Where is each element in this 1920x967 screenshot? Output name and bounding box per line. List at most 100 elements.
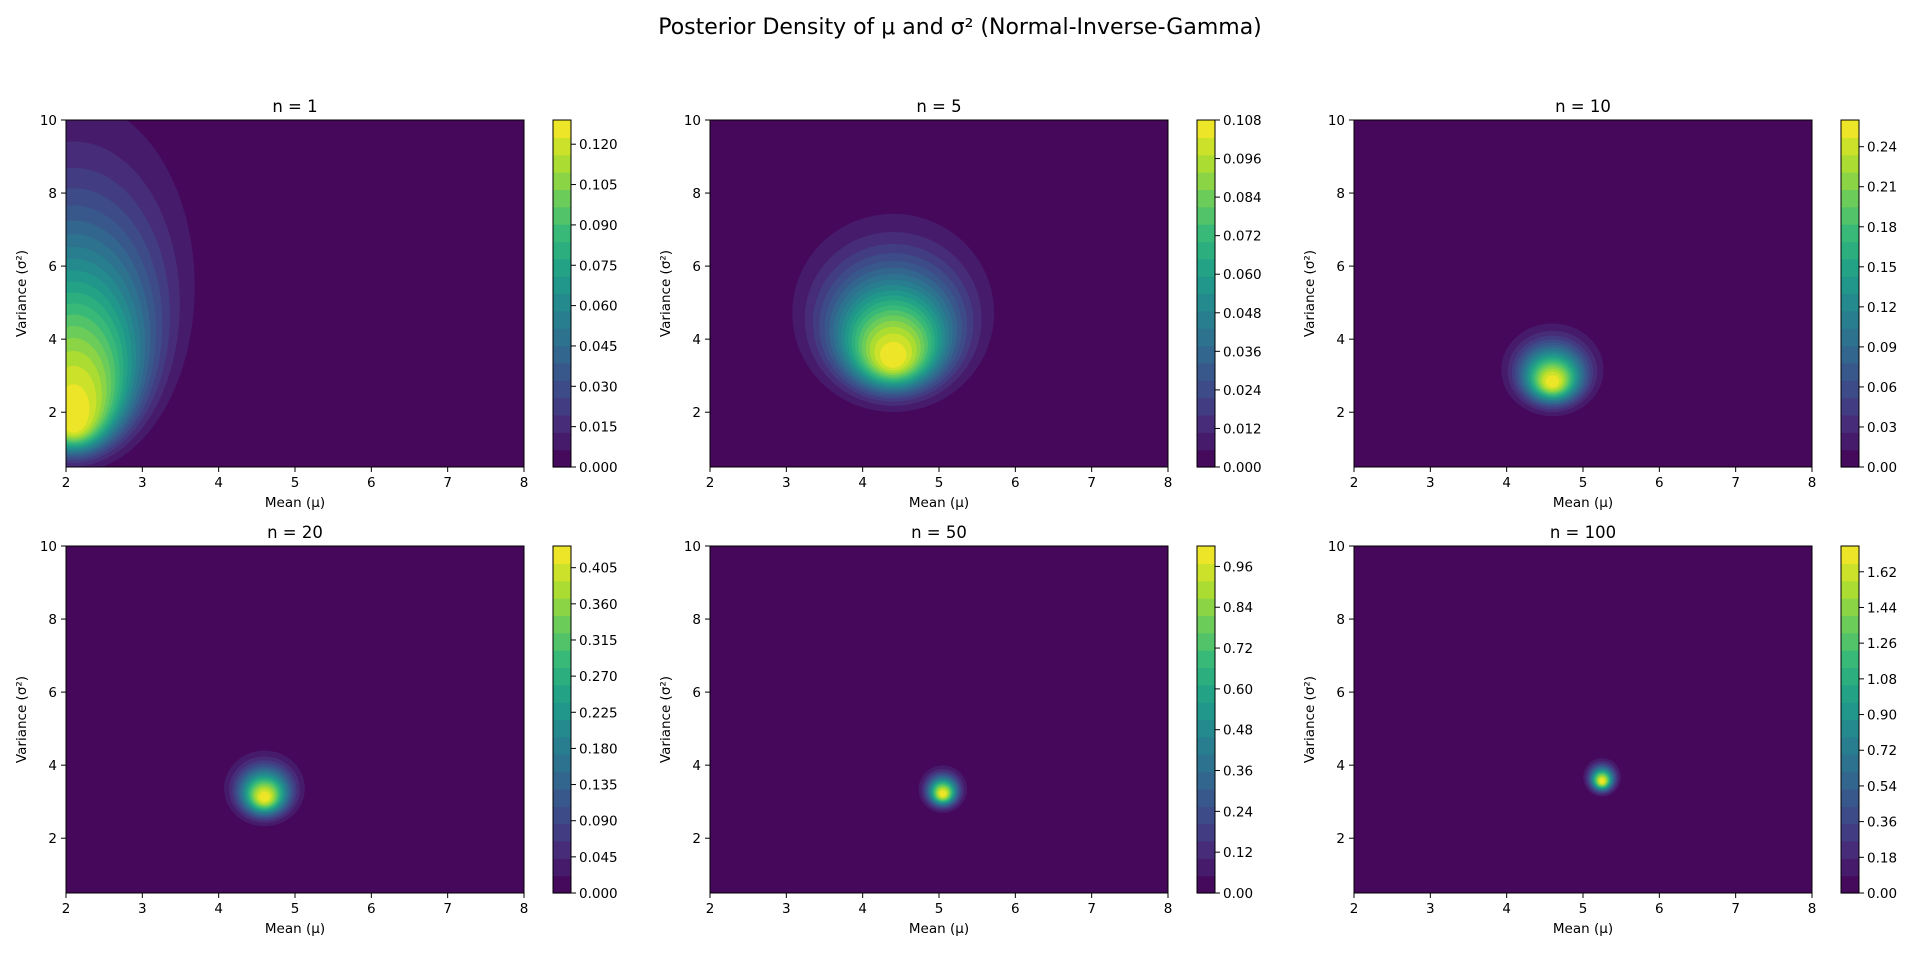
x-tick-label: 3 <box>782 475 791 491</box>
y-axis-label: Variance (σ²) <box>1302 250 1318 337</box>
y-tick-label: 6 <box>692 685 701 701</box>
colorbar-tick-label: 0.405 <box>579 561 618 577</box>
colorbar-band <box>1841 719 1859 738</box>
x-tick-label: 8 <box>1808 901 1817 917</box>
x-tick-label: 7 <box>443 475 452 491</box>
colorbar-tick-label: 0.09 <box>1867 340 1897 356</box>
colorbar-band <box>1197 736 1215 755</box>
colorbar-band <box>1841 362 1859 381</box>
x-tick-label: 5 <box>935 901 944 917</box>
colorbar-band <box>1197 345 1215 364</box>
colorbar-band <box>1197 650 1215 669</box>
colorbar-tick-label: 0.00 <box>1867 886 1897 902</box>
x-axis-label: Mean (μ) <box>1553 495 1613 511</box>
x-axis-label: Mean (μ) <box>1553 921 1613 937</box>
colorbar-band <box>1841 771 1859 790</box>
colorbar-band <box>553 241 571 260</box>
colorbar-band <box>1197 840 1215 859</box>
colorbar: 0.000 0.015 0.030 0.045 0.060 0.075 0.090 0.105… <box>552 119 618 476</box>
colorbar-band <box>553 702 571 721</box>
colorbar-tick-label: 0.072 <box>1223 229 1262 245</box>
density-panel: n = 5 2 3 4 5 6 7 8 2 4 6 8 10 Mean (μ) Variance (σ²) 0… <box>658 97 1262 511</box>
colorbar-band <box>553 719 571 738</box>
plot-background <box>1354 546 1812 893</box>
x-tick-label: 2 <box>62 901 71 917</box>
y-tick-label: 2 <box>692 831 701 847</box>
y-tick-label: 10 <box>684 539 701 555</box>
y-tick-label: 4 <box>692 758 701 774</box>
colorbar-band <box>553 380 571 399</box>
colorbar-tick-label: 0.18 <box>1867 850 1897 866</box>
colorbar-band <box>1841 840 1859 859</box>
y-tick-label: 6 <box>1336 685 1345 701</box>
colorbar-band <box>1841 380 1859 399</box>
colorbar-band <box>1841 224 1859 243</box>
panel-title: n = 100 <box>1550 523 1616 542</box>
colorbar-band <box>1197 241 1215 260</box>
colorbar-tick-label: 0.00 <box>1867 460 1897 476</box>
y-tick-label: 6 <box>48 685 57 701</box>
colorbar: 0.000 0.012 0.024 0.036 0.048 0.060 0.072 0.084… <box>1196 113 1262 476</box>
colorbar-tick-label: 0.015 <box>579 420 618 436</box>
colorbar-band <box>553 736 571 755</box>
x-tick-label: 7 <box>1087 901 1096 917</box>
colorbar-tick-label: 0.090 <box>579 218 618 234</box>
density-panel: n = 20 2 3 4 5 6 7 8 2 4 6 8 10 Mean (μ) Variance (σ²)… <box>14 523 618 937</box>
colorbar-band <box>1197 258 1215 277</box>
contour-band <box>259 791 270 802</box>
colorbar-band <box>1841 702 1859 721</box>
colorbar-band <box>553 258 571 277</box>
colorbar-tick-label: 0.60 <box>1223 682 1253 698</box>
colorbar-band <box>553 345 571 364</box>
colorbar-band <box>553 310 571 329</box>
colorbar-band <box>553 154 571 173</box>
colorbar-tick-label: 0.72 <box>1223 641 1253 657</box>
x-tick-label: 2 <box>62 475 71 491</box>
colorbar-band <box>1197 276 1215 295</box>
x-tick-label: 7 <box>443 901 452 917</box>
y-tick-label: 4 <box>692 332 701 348</box>
colorbar-band <box>1841 788 1859 807</box>
y-axis-label: Variance (σ²) <box>658 676 674 763</box>
x-tick-label: 6 <box>367 475 376 491</box>
colorbar-tick-label: 0.21 <box>1867 180 1897 196</box>
x-tick-label: 5 <box>291 901 300 917</box>
colorbar-band <box>1197 719 1215 738</box>
y-axis-label: Variance (σ²) <box>14 250 30 337</box>
colorbar-band <box>553 206 571 225</box>
colorbar-band <box>553 806 571 825</box>
x-tick-label: 4 <box>858 901 867 917</box>
contour-band <box>879 341 907 368</box>
colorbar-band <box>1197 754 1215 773</box>
y-tick-label: 8 <box>1336 612 1345 628</box>
colorbar-tick-label: 0.48 <box>1223 723 1253 739</box>
colorbar-band <box>553 823 571 842</box>
contour-band <box>1545 375 1560 388</box>
plot-background <box>710 546 1168 893</box>
colorbar-tick-label: 0.03 <box>1867 420 1897 436</box>
colorbar-band <box>1197 120 1215 138</box>
y-tick-label: 2 <box>692 405 701 421</box>
colorbar-tick-label: 0.090 <box>579 814 618 830</box>
y-tick-label: 6 <box>1336 259 1345 275</box>
y-tick-label: 2 <box>48 405 57 421</box>
colorbar-frame <box>552 119 572 468</box>
x-tick-label: 6 <box>1011 901 1020 917</box>
colorbar-band <box>1197 823 1215 842</box>
colorbar-band <box>553 598 571 616</box>
colorbar-band <box>1841 875 1859 894</box>
colorbar-tick-label: 0.36 <box>1867 815 1897 831</box>
colorbar-tick-label: 0.024 <box>1223 383 1262 399</box>
x-tick-label: 2 <box>1350 475 1359 491</box>
colorbar-band <box>553 276 571 295</box>
colorbar-band <box>1197 684 1215 703</box>
colorbar-tick-label: 0.00 <box>1223 886 1253 902</box>
x-tick-label: 3 <box>782 901 791 917</box>
y-tick-label: 8 <box>48 186 57 202</box>
colorbar-band <box>1197 224 1215 243</box>
colorbar-tick-label: 0.06 <box>1867 380 1897 396</box>
colorbar-band <box>553 224 571 243</box>
colorbar-band <box>553 362 571 381</box>
colorbar-tick-label: 0.096 <box>1223 152 1262 168</box>
